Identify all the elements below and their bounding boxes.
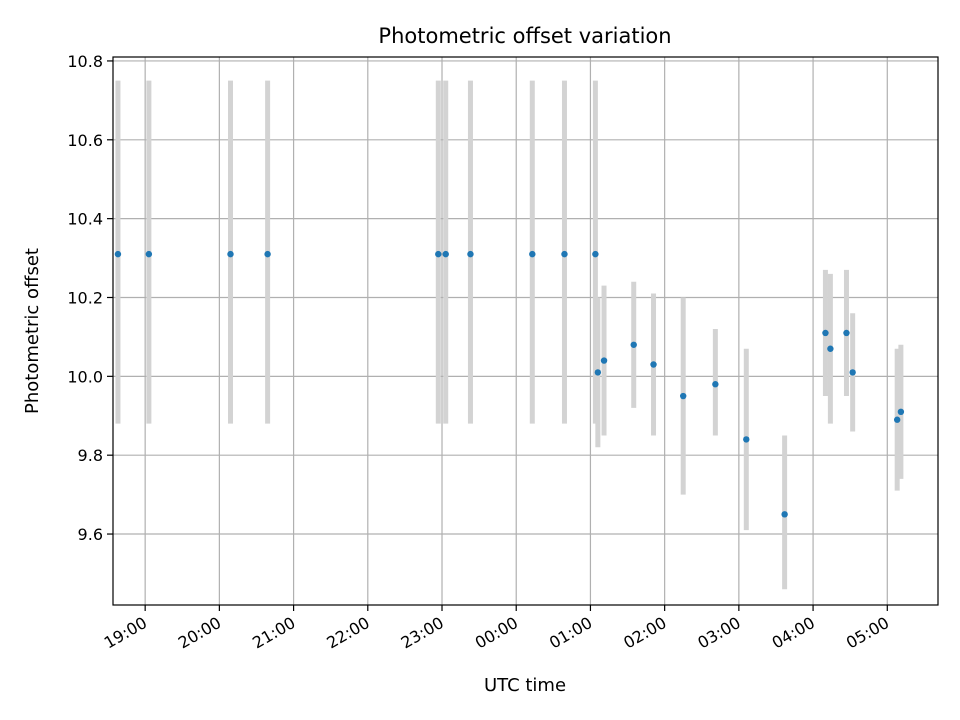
- chart-title: Photometric offset variation: [378, 24, 671, 48]
- y-tick-label: 9.8: [78, 446, 103, 465]
- data-point: [650, 361, 657, 368]
- data-point: [442, 250, 449, 258]
- x-tick-label: 04:00: [769, 613, 818, 653]
- data-point: [114, 250, 122, 258]
- x-axis-ticks: 19:00 20:00 21:00 22:00 23:00 00:00 01:00 02:00…: [101, 605, 892, 653]
- x-tick-label: 22:00: [323, 613, 372, 653]
- data-point: [227, 250, 234, 258]
- x-tick-label: 01:00: [546, 613, 595, 653]
- x-tick-label: 20:00: [175, 613, 224, 653]
- x-tick-label: 19:00: [101, 613, 150, 653]
- x-tick-label: 02:00: [620, 613, 669, 653]
- data-point: [822, 329, 829, 337]
- y-tick-label: 10.4: [67, 210, 103, 229]
- data-point: [630, 341, 637, 348]
- data-point: [561, 250, 568, 258]
- data-point: [897, 408, 905, 416]
- y-tick-label: 10.8: [67, 52, 103, 71]
- data-point: [743, 436, 750, 443]
- data-point: [594, 369, 602, 376]
- data-point: [264, 250, 271, 258]
- data-point: [843, 329, 850, 337]
- data-point: [145, 250, 153, 258]
- data-point: [781, 511, 788, 518]
- data-point: [680, 392, 687, 400]
- data-point: [592, 250, 599, 258]
- x-tick-label: 05:00: [843, 613, 892, 653]
- data-point: [529, 250, 536, 258]
- x-tick-label: 00:00: [472, 613, 521, 653]
- data-point: [827, 345, 834, 352]
- data-point: [467, 250, 474, 258]
- y-tick-label: 10.2: [67, 288, 103, 307]
- grid: [113, 57, 938, 605]
- y-tick-label: 10.0: [67, 367, 103, 386]
- x-tick-label: 03:00: [694, 613, 743, 653]
- data-point: [712, 381, 719, 388]
- data-point: [849, 369, 856, 376]
- data-point: [435, 250, 442, 258]
- y-tick-label: 10.6: [67, 131, 103, 150]
- x-tick-label: 21:00: [249, 613, 298, 653]
- y-tick-label: 9.6: [78, 525, 103, 544]
- x-tick-label: 23:00: [398, 613, 447, 653]
- data-point: [600, 357, 608, 364]
- data-points: [114, 250, 905, 518]
- x-axis-label: UTC time: [484, 675, 566, 696]
- data-point: [893, 416, 901, 423]
- plot-area-frame: [112, 56, 939, 606]
- y-axis-ticks: 9.6 9.8 10.0 10.2 10.4 10.6 10.8: [67, 52, 113, 544]
- y-axis-label: Photometric offset: [22, 248, 43, 414]
